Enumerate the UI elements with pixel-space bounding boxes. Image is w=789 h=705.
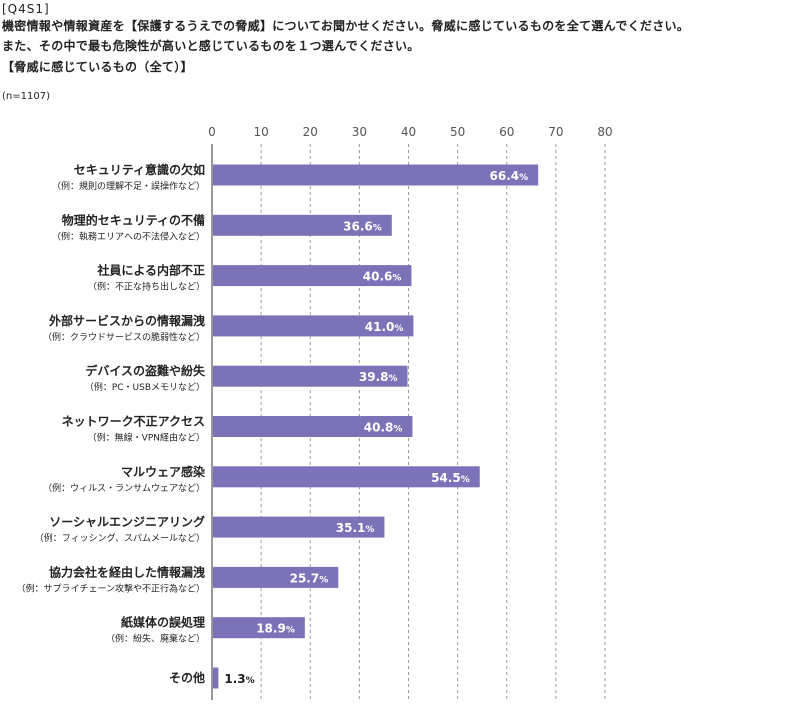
- question-id: [Q4S1]: [2, 2, 50, 16]
- x-tick-label: 70: [548, 125, 563, 139]
- x-tick-label: 10: [253, 125, 268, 139]
- category-label: その他: [169, 670, 205, 685]
- data-label: 66.4%: [490, 169, 529, 183]
- data-label-unit: %: [246, 676, 255, 686]
- category-label: マルウェア感染: [121, 464, 206, 479]
- x-tick-label: 50: [450, 125, 465, 139]
- category-label: 外部サービスからの情報漏洩: [49, 313, 205, 328]
- category-note: （例：紛失、廃棄など）: [106, 633, 205, 645]
- data-label: 25.7%: [290, 571, 329, 585]
- category-note: （例：クラウドサービスの脆弱性など）: [43, 331, 205, 343]
- x-tick-label: 80: [597, 125, 612, 139]
- bar: [213, 566, 339, 588]
- category-note: （例：フィッシング、スパムメールなど）: [35, 532, 205, 544]
- category-note: （例：不正な持ち出しなど）: [88, 281, 205, 293]
- category-label: セキュリティ意識の欠如: [74, 162, 205, 177]
- bar: [213, 315, 414, 337]
- bar: [213, 214, 392, 236]
- data-label-unit: %: [286, 626, 295, 636]
- question-line-2: また、その中で最も危険性が高いと感じているものを１つ選んでください。: [2, 39, 420, 53]
- category-note: （例：規則の理解不足・誤操作など）: [52, 180, 205, 192]
- question-line-3: 【脅威に感じているもの（全て）】: [2, 60, 193, 74]
- category-note: （例：無線・VPN経由など）: [88, 432, 205, 444]
- data-label-unit: %: [519, 173, 528, 183]
- data-label: 36.6%: [343, 219, 382, 233]
- data-label-unit: %: [392, 274, 401, 284]
- data-label: 40.6%: [363, 270, 402, 284]
- category-note: （例：サプライチェーン攻撃や不正行為など）: [16, 582, 205, 594]
- x-tick-label: 60: [499, 125, 514, 139]
- bar: [213, 365, 408, 387]
- data-label: 1.3%: [224, 672, 254, 686]
- bar: [213, 516, 385, 538]
- bar: [213, 466, 480, 488]
- data-label-unit: %: [319, 575, 328, 585]
- category-label: 紙媒体の誤処理: [121, 615, 205, 630]
- data-label: 54.5%: [431, 471, 470, 485]
- category-label: 物理的セキュリティの不備: [62, 212, 205, 227]
- category-label: 協力会社を経由した情報漏洩: [49, 564, 205, 579]
- bar: [213, 164, 539, 186]
- data-label-unit: %: [393, 425, 402, 435]
- data-label: 18.9%: [256, 622, 295, 636]
- x-tick-label: 30: [352, 125, 367, 139]
- category-label: ネットワーク不正アクセス: [62, 415, 205, 429]
- data-label-unit: %: [394, 324, 403, 334]
- data-label: 35.1%: [336, 521, 375, 535]
- x-tick-label: 20: [303, 125, 318, 139]
- data-label-unit: %: [365, 525, 374, 535]
- category-note: （例：執務エリアへの不法侵入など）: [52, 230, 205, 242]
- x-tick-label: 40: [401, 125, 416, 139]
- data-label-unit: %: [461, 475, 470, 485]
- sample-size: (n=1107): [2, 91, 50, 102]
- data-label: 41.0%: [365, 320, 404, 334]
- data-label: 39.8%: [359, 370, 398, 384]
- data-label-unit: %: [388, 374, 397, 384]
- question-line-1: 機密情報や情報資産を【保護するうえでの脅威】についてお聞かせください。脅威に感じ…: [2, 19, 690, 33]
- category-note: （例：PC・USBメモリなど）: [85, 381, 205, 393]
- data-label: 40.8%: [364, 421, 403, 435]
- category-label: 社員による内部不正: [96, 263, 205, 278]
- category-label: ソーシャルエンジニアリング: [49, 514, 205, 529]
- bar: [213, 265, 412, 287]
- bar: [213, 416, 413, 437]
- category-note: （例：ウィルス・ランサムウェアなど）: [43, 482, 205, 494]
- bar: [213, 617, 305, 639]
- data-label-unit: %: [373, 223, 382, 233]
- category-label: デバイスの盗難や紛失: [85, 363, 206, 378]
- bar: [213, 667, 219, 689]
- x-tick-label: 0: [208, 125, 216, 139]
